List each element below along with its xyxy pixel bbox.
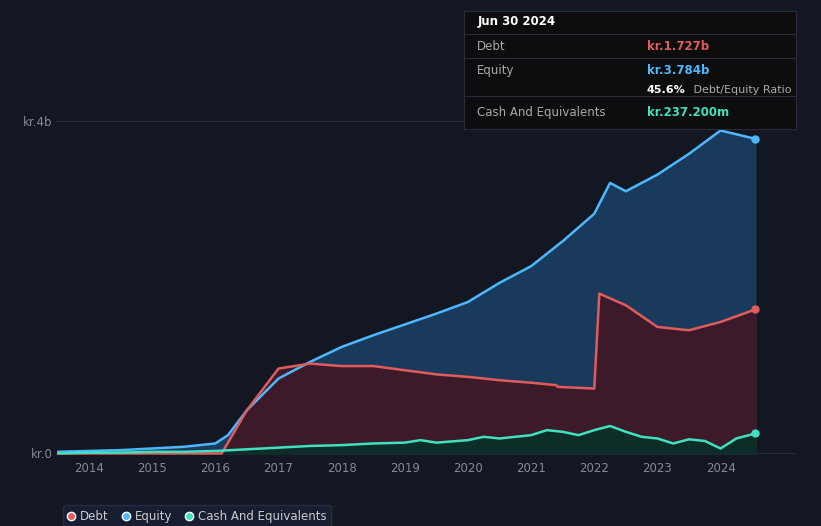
Text: Jun 30 2024: Jun 30 2024 — [477, 15, 555, 28]
Text: kr.237.200m: kr.237.200m — [647, 106, 729, 119]
Text: Equity: Equity — [477, 64, 515, 77]
Text: 45.6%: 45.6% — [647, 85, 686, 95]
Legend: Debt, Equity, Cash And Equivalents: Debt, Equity, Cash And Equivalents — [63, 505, 332, 526]
Text: Cash And Equivalents: Cash And Equivalents — [477, 106, 606, 119]
Text: Debt: Debt — [477, 39, 506, 53]
Text: kr.3.784b: kr.3.784b — [647, 64, 709, 77]
Text: kr.1.727b: kr.1.727b — [647, 39, 709, 53]
Text: Debt/Equity Ratio: Debt/Equity Ratio — [690, 85, 791, 95]
